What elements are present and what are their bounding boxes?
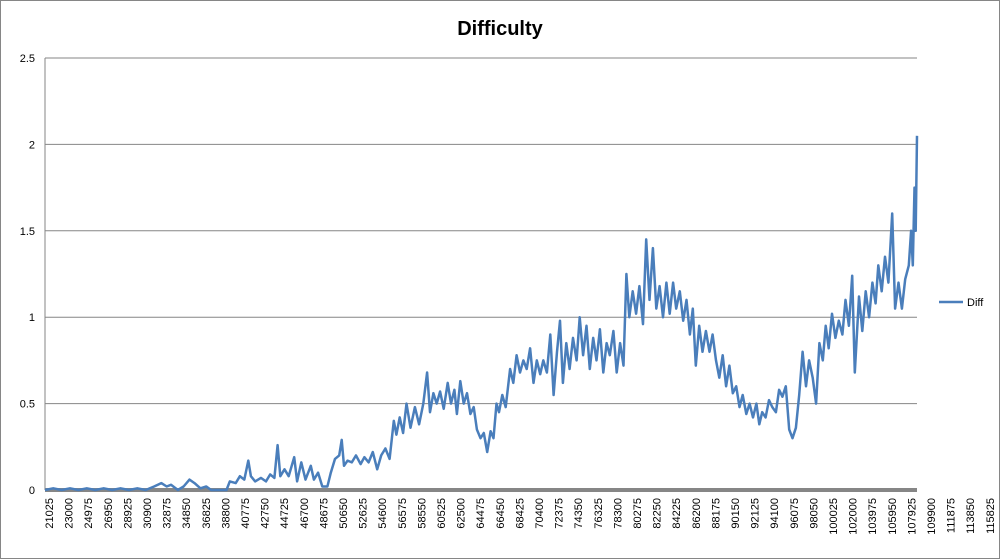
chart-title: Difficulty xyxy=(457,18,543,40)
x-tick-label: 68425 xyxy=(514,498,526,529)
x-tick-label: 24975 xyxy=(83,498,95,529)
x-tick-label: 32875 xyxy=(162,498,174,529)
y-tick-label: 2.5 xyxy=(20,53,35,65)
x-tick-label: 56575 xyxy=(397,498,409,529)
x-tick-label: 103975 xyxy=(867,498,879,535)
legend: Diff xyxy=(939,297,984,309)
x-tick-label: 34850 xyxy=(181,498,193,529)
x-tick-label: 36825 xyxy=(201,498,213,529)
x-tick-label: 94100 xyxy=(769,498,781,529)
x-tick-label: 26950 xyxy=(103,498,115,529)
x-tick-label: 80275 xyxy=(632,498,644,529)
x-tick-label: 42750 xyxy=(260,498,272,529)
x-tick-label: 48675 xyxy=(318,498,330,529)
x-tick-label: 64475 xyxy=(475,498,487,529)
x-tick-label: 84225 xyxy=(671,498,683,529)
x-tick-label: 70400 xyxy=(534,498,546,529)
x-tick-label: 72375 xyxy=(554,498,566,529)
y-tick-label: 1.5 xyxy=(20,226,35,238)
x-tick-label: 40775 xyxy=(240,498,252,529)
x-tick-label: 38800 xyxy=(220,498,232,529)
x-tick-label: 50650 xyxy=(338,498,350,529)
x-tick-label: 86200 xyxy=(691,498,703,529)
x-tick-label: 90150 xyxy=(730,498,742,529)
x-axis-ticks: 21025 23000 24975 26950 28925 30900 32875 34850… xyxy=(44,498,997,535)
x-tick-label: 105950 xyxy=(887,498,899,535)
y-axis-ticks: 0 0.5 1 1.5 2 2.5 xyxy=(20,53,35,497)
x-tick-label: 74350 xyxy=(573,498,585,529)
x-tick-label: 98050 xyxy=(808,498,820,529)
x-tick-label: 54600 xyxy=(377,498,389,529)
legend-label-diff: Diff xyxy=(967,297,984,309)
x-axis xyxy=(44,58,917,492)
x-tick-label: 109900 xyxy=(926,498,938,535)
x-tick-label: 58550 xyxy=(416,498,428,529)
x-tick-label: 92125 xyxy=(750,498,762,529)
x-tick-label: 88175 xyxy=(710,498,722,529)
x-tick-label: 66450 xyxy=(495,498,507,529)
x-tick-label: 115825 xyxy=(985,498,997,534)
x-tick-label: 100025 xyxy=(828,498,840,535)
x-tick-label: 113850 xyxy=(965,498,977,534)
x-tick-label: 52625 xyxy=(358,498,370,529)
x-tick-label: 30900 xyxy=(142,498,154,529)
y-tick-label: 1 xyxy=(29,312,35,324)
x-tick-label: 23000 xyxy=(64,498,76,529)
x-tick-label: 60525 xyxy=(436,498,448,529)
x-tick-label: 96075 xyxy=(789,498,801,529)
x-tick-label: 62500 xyxy=(456,498,468,529)
gridlines xyxy=(45,57,917,405)
x-tick-label: 76325 xyxy=(593,498,605,529)
series-layer xyxy=(44,135,919,492)
series-line-diff xyxy=(44,135,919,492)
x-tick-label: 44725 xyxy=(279,498,291,529)
x-tick-label: 107925 xyxy=(906,498,918,535)
x-tick-label: 46700 xyxy=(299,498,311,529)
x-tick-label: 111875 xyxy=(946,498,958,533)
x-tick-label: 28925 xyxy=(122,498,134,529)
x-tick-label: 21025 xyxy=(44,498,56,529)
y-tick-label: 0.5 xyxy=(20,399,35,411)
x-tick-label: 102000 xyxy=(848,498,860,535)
x-tick-label: 78300 xyxy=(612,498,624,529)
x-tick-label: 82250 xyxy=(652,498,664,529)
y-tick-label: 2 xyxy=(29,139,35,151)
y-tick-label: 0 xyxy=(29,485,35,497)
